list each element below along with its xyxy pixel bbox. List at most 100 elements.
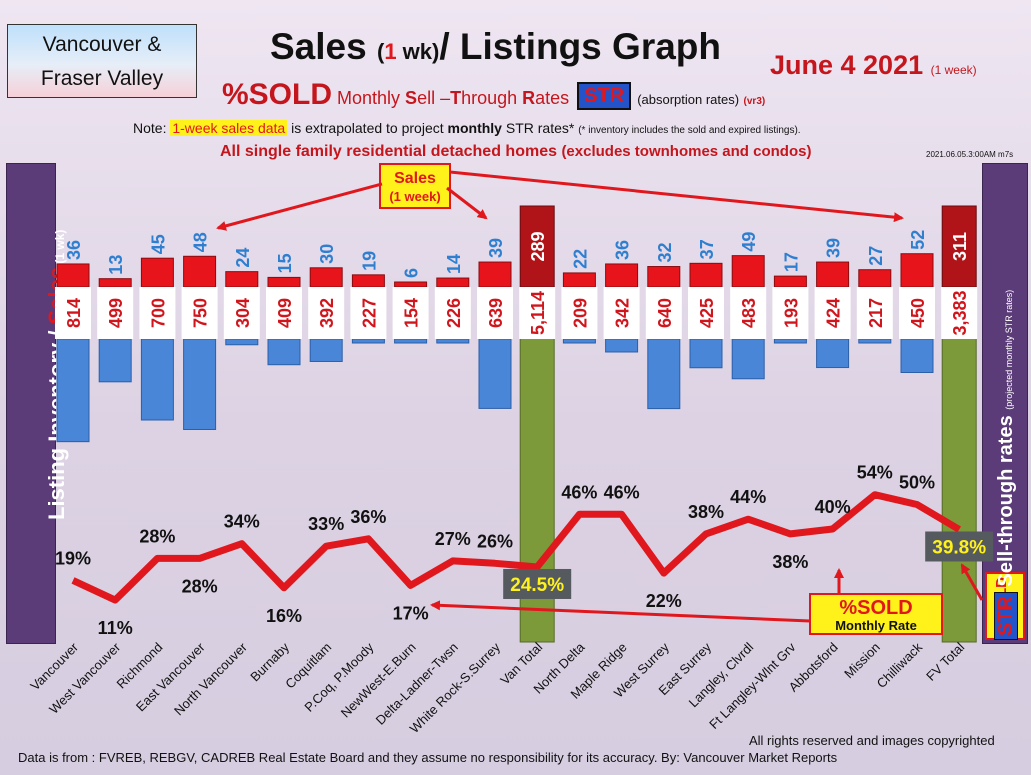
percent-label: 44% bbox=[730, 487, 766, 507]
title-one: 1 bbox=[384, 39, 397, 64]
percent-label: 33% bbox=[308, 514, 344, 534]
inventory-label-bg bbox=[434, 287, 471, 339]
str-badge: STR bbox=[577, 82, 632, 110]
inventory-label: 640 bbox=[655, 298, 675, 328]
inventory-bar bbox=[56, 338, 90, 443]
sales-arrow-1 bbox=[216, 182, 383, 231]
inventory-label-bg bbox=[814, 287, 851, 339]
total-percent-label: 24.5% bbox=[510, 575, 564, 596]
inventory-label-bg bbox=[139, 287, 176, 339]
percent-label: 34% bbox=[224, 512, 260, 532]
inventory-bar bbox=[478, 338, 512, 409]
sold-arrow-right bbox=[960, 563, 984, 601]
inventory-label-bg bbox=[519, 287, 556, 339]
total-percent-box bbox=[925, 531, 994, 562]
inventory-label: 154 bbox=[402, 298, 422, 328]
inventory-label: 209 bbox=[570, 298, 590, 328]
title-prefix: Sales bbox=[270, 26, 377, 67]
percent-label: 46% bbox=[604, 482, 640, 502]
percent-label: 28% bbox=[139, 526, 175, 546]
percent-labels: 19% 11% 28% 28% 34% 16% 33% 36% 17% 27% 26% 24.5% 46… bbox=[55, 463, 994, 638]
sales-callout-line2: (1 week) bbox=[389, 189, 440, 204]
percent-label: 50% bbox=[899, 473, 935, 493]
sales-bar bbox=[478, 261, 512, 288]
subtitle-ates: ates bbox=[535, 88, 570, 108]
inventory-label: 425 bbox=[697, 298, 717, 328]
sales-bar bbox=[647, 266, 681, 288]
percent-label: 46% bbox=[561, 482, 597, 502]
category-label: Mission bbox=[841, 640, 883, 682]
percent-label: 19% bbox=[55, 548, 91, 568]
subtitle-s: S bbox=[405, 88, 418, 108]
inventory-label: 483 bbox=[739, 298, 759, 328]
footer-source: Data is from : FVREB, REBGV, CADREB Real… bbox=[18, 750, 838, 765]
sales-bar bbox=[731, 255, 765, 288]
category-label: Chilliwack bbox=[874, 639, 926, 691]
total-inventory-bar bbox=[941, 286, 977, 643]
sales-label: 14 bbox=[444, 254, 464, 274]
sales-label: 13 bbox=[106, 255, 126, 275]
sales-label: 30 bbox=[317, 244, 337, 264]
inventory-bar bbox=[689, 338, 723, 369]
sales-bar bbox=[605, 263, 639, 288]
sales-bar bbox=[56, 263, 90, 288]
inventory-bar bbox=[731, 338, 765, 380]
sales-bar bbox=[267, 276, 301, 288]
subtitle: %SOLD Monthly Sell –Through Rates STR (abs… bbox=[222, 78, 765, 112]
subject-line: All single family residential detached h… bbox=[220, 143, 811, 161]
sales-arrow-2 bbox=[446, 186, 488, 220]
sales-label: 19 bbox=[359, 251, 379, 271]
percent-label: 54% bbox=[857, 463, 893, 483]
inventory-bar bbox=[900, 338, 934, 373]
subtitle-r: R bbox=[522, 88, 536, 108]
inventory-label-bg bbox=[266, 287, 302, 339]
note-pre: Note: bbox=[133, 120, 171, 136]
sales-bar bbox=[689, 262, 723, 288]
sales-arrow-3 bbox=[449, 170, 904, 223]
region-line-1: Vancouver & bbox=[42, 33, 162, 56]
sold-callout-line2: Monthly Rate bbox=[835, 618, 917, 633]
inventory-label-bg bbox=[392, 287, 429, 339]
note-small: (* inventory includes the sold and expir… bbox=[578, 125, 801, 136]
sales-bars bbox=[56, 205, 977, 288]
category-label: West Vancouver bbox=[46, 639, 124, 717]
sales-bar bbox=[773, 275, 807, 288]
note-bold: monthly bbox=[447, 120, 502, 136]
note-highlight: 1-week sales data bbox=[170, 120, 288, 136]
sales-label: 17 bbox=[781, 252, 801, 272]
sales-bar bbox=[183, 255, 217, 288]
inventory-label-bg bbox=[730, 287, 767, 339]
inventory-bar bbox=[562, 338, 596, 344]
sales-bar bbox=[436, 277, 470, 288]
sales-callout-box bbox=[379, 163, 451, 209]
inventory-label-bg bbox=[603, 287, 640, 339]
inventory-label: 499 bbox=[106, 298, 126, 328]
percent-label: 17% bbox=[393, 603, 429, 623]
inventory-label: 193 bbox=[781, 298, 801, 328]
sales-bar bbox=[816, 261, 850, 288]
subtitle-abs: (absorption rates) bbox=[637, 92, 740, 107]
sales-label: 37 bbox=[697, 239, 717, 259]
title-rest: / Listings Graph bbox=[439, 26, 721, 67]
sales-label: 27 bbox=[866, 246, 886, 266]
sales-bar bbox=[394, 281, 428, 288]
inventory-label-bg bbox=[561, 287, 598, 339]
inventory-bar bbox=[858, 338, 892, 344]
sales-bar bbox=[225, 271, 259, 288]
percent-label: 22% bbox=[646, 591, 682, 611]
inventory-bar bbox=[773, 338, 807, 344]
sales-label: 15 bbox=[275, 253, 295, 273]
subject-main: All single family residential detached h… bbox=[220, 143, 562, 160]
sales-callout-line1: Sales bbox=[394, 170, 436, 187]
category-label: NewWest-E.Burn bbox=[338, 640, 419, 721]
inventory-label: 424 bbox=[824, 298, 844, 328]
sales-label: 36 bbox=[613, 240, 633, 260]
sales-label: 36 bbox=[64, 240, 84, 260]
subtitle-monthly: Monthly bbox=[332, 88, 406, 108]
category-label: FV Total bbox=[923, 639, 967, 683]
percent-label: 11% bbox=[98, 618, 133, 638]
sales-label: 45 bbox=[148, 234, 168, 254]
inventory-label: 217 bbox=[866, 298, 886, 328]
